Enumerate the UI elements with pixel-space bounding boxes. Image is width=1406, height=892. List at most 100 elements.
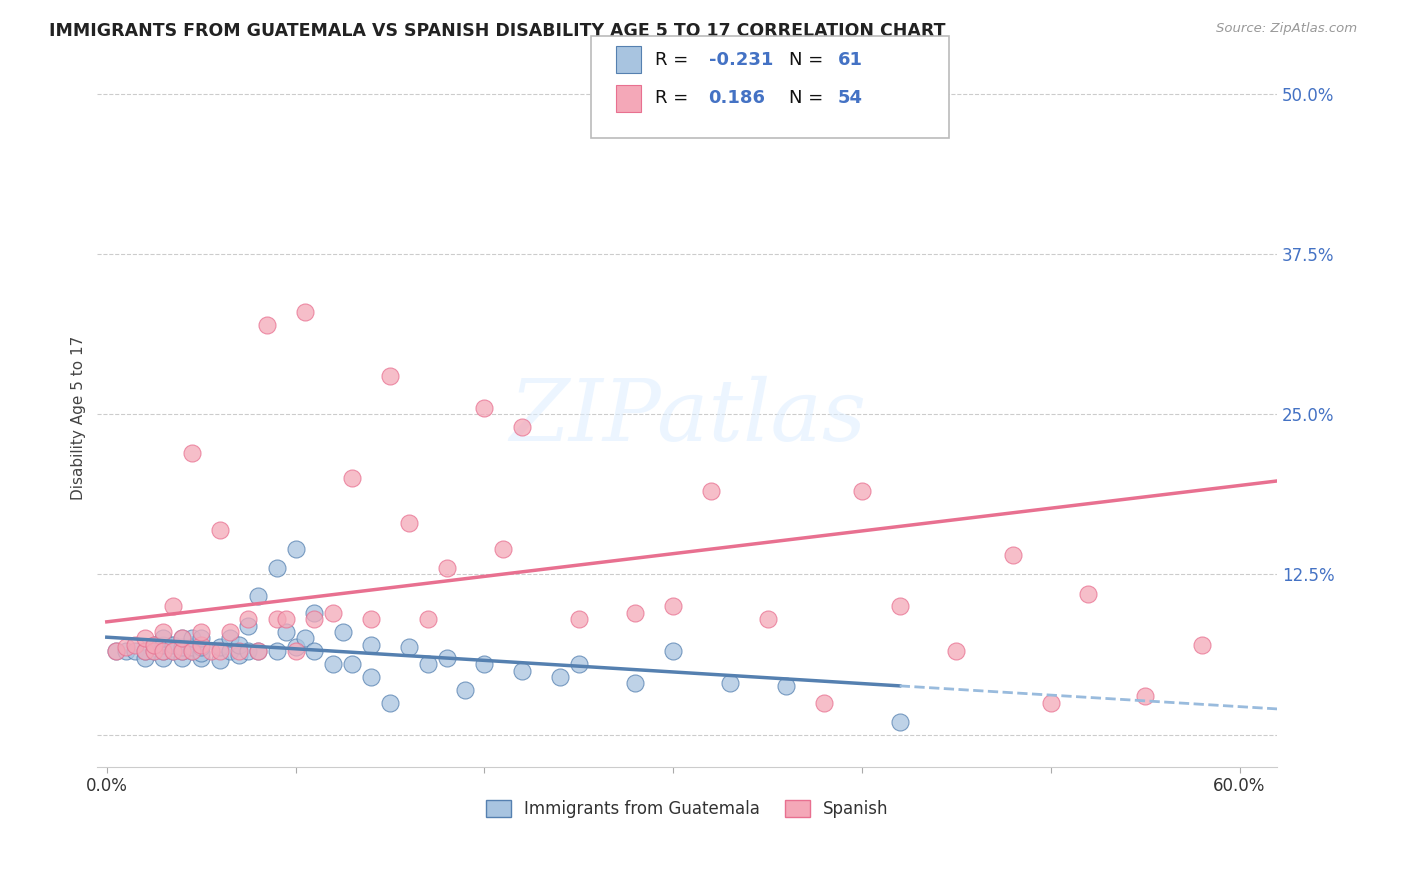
Point (266, 561, 288, 575)
Point (180, 644, 202, 658)
Point (134, 644, 156, 658)
Text: -0.231: -0.231 (709, 51, 773, 69)
Point (510, 420, 533, 434)
Point (162, 644, 184, 658)
Point (510, 664, 533, 678)
Point (1191, 638, 1213, 652)
Point (416, 657, 439, 672)
Point (472, 657, 495, 672)
Point (152, 644, 174, 658)
Point (124, 644, 146, 658)
Point (548, 670, 571, 684)
Point (209, 644, 232, 658)
Point (200, 644, 222, 658)
Point (190, 632, 212, 646)
Point (134, 632, 156, 646)
Point (889, 714, 911, 729)
Point (436, 650, 458, 665)
Point (172, 632, 194, 646)
Point (342, 471, 364, 485)
Point (124, 638, 146, 652)
Point (172, 632, 194, 646)
Point (1077, 587, 1099, 601)
Point (152, 632, 174, 646)
Point (162, 638, 184, 652)
Point (228, 644, 250, 658)
Point (143, 644, 166, 658)
Legend: Immigrants from Guatemala, Spanish: Immigrants from Guatemala, Spanish (479, 793, 896, 824)
Point (284, 644, 307, 658)
Text: 54: 54 (838, 89, 863, 107)
Point (304, 612, 326, 626)
Point (718, 676, 741, 690)
Point (190, 640, 212, 655)
Point (209, 523, 232, 537)
Point (218, 625, 240, 640)
Point (180, 640, 202, 655)
Point (209, 653, 232, 667)
Point (114, 640, 136, 655)
Point (190, 646, 212, 660)
Point (378, 368, 401, 383)
Point (143, 644, 166, 658)
Point (378, 696, 401, 710)
Point (218, 632, 240, 646)
Point (152, 644, 174, 658)
Point (152, 638, 174, 652)
Point (256, 318, 278, 332)
Point (162, 644, 184, 658)
Point (180, 644, 202, 658)
Point (342, 657, 364, 672)
Text: N =: N = (789, 89, 828, 107)
Point (1039, 696, 1062, 710)
Point (304, 606, 326, 620)
Point (266, 612, 288, 626)
Point (662, 599, 685, 614)
Text: 61: 61 (838, 51, 863, 69)
Point (945, 644, 967, 658)
Point (360, 612, 382, 626)
Point (105, 644, 128, 658)
Point (190, 638, 212, 652)
Text: ZIPatlas: ZIPatlas (509, 376, 866, 458)
Text: 0.186: 0.186 (709, 89, 766, 107)
Point (284, 541, 307, 556)
Point (360, 638, 382, 652)
Point (209, 640, 232, 655)
Point (294, 305, 316, 319)
Point (246, 589, 269, 603)
Point (228, 638, 250, 652)
Point (180, 632, 202, 646)
Point (218, 644, 240, 658)
Point (172, 644, 194, 658)
Point (266, 644, 288, 658)
Point (246, 644, 269, 658)
Point (152, 625, 174, 640)
Text: Source: ZipAtlas.com: Source: ZipAtlas.com (1216, 22, 1357, 36)
Point (172, 644, 194, 658)
Point (276, 612, 298, 626)
Point (238, 618, 260, 632)
Point (624, 676, 647, 690)
Point (172, 650, 194, 665)
Point (304, 644, 326, 658)
Point (775, 679, 797, 693)
Point (105, 644, 128, 658)
Point (134, 644, 156, 658)
Point (813, 696, 835, 710)
Point (436, 561, 458, 575)
Point (568, 612, 591, 626)
Point (568, 657, 591, 672)
Point (360, 670, 382, 684)
Point (322, 606, 344, 620)
Point (1001, 548, 1024, 562)
Point (889, 599, 911, 614)
Point (1133, 689, 1156, 703)
Text: N =: N = (789, 51, 828, 69)
Text: IMMIGRANTS FROM GUATEMALA VS SPANISH DISABILITY AGE 5 TO 17 CORRELATION CHART: IMMIGRANTS FROM GUATEMALA VS SPANISH DIS… (49, 22, 946, 40)
Point (238, 612, 260, 626)
Point (322, 657, 344, 672)
Point (114, 644, 136, 658)
Point (143, 638, 166, 652)
Point (190, 650, 212, 665)
